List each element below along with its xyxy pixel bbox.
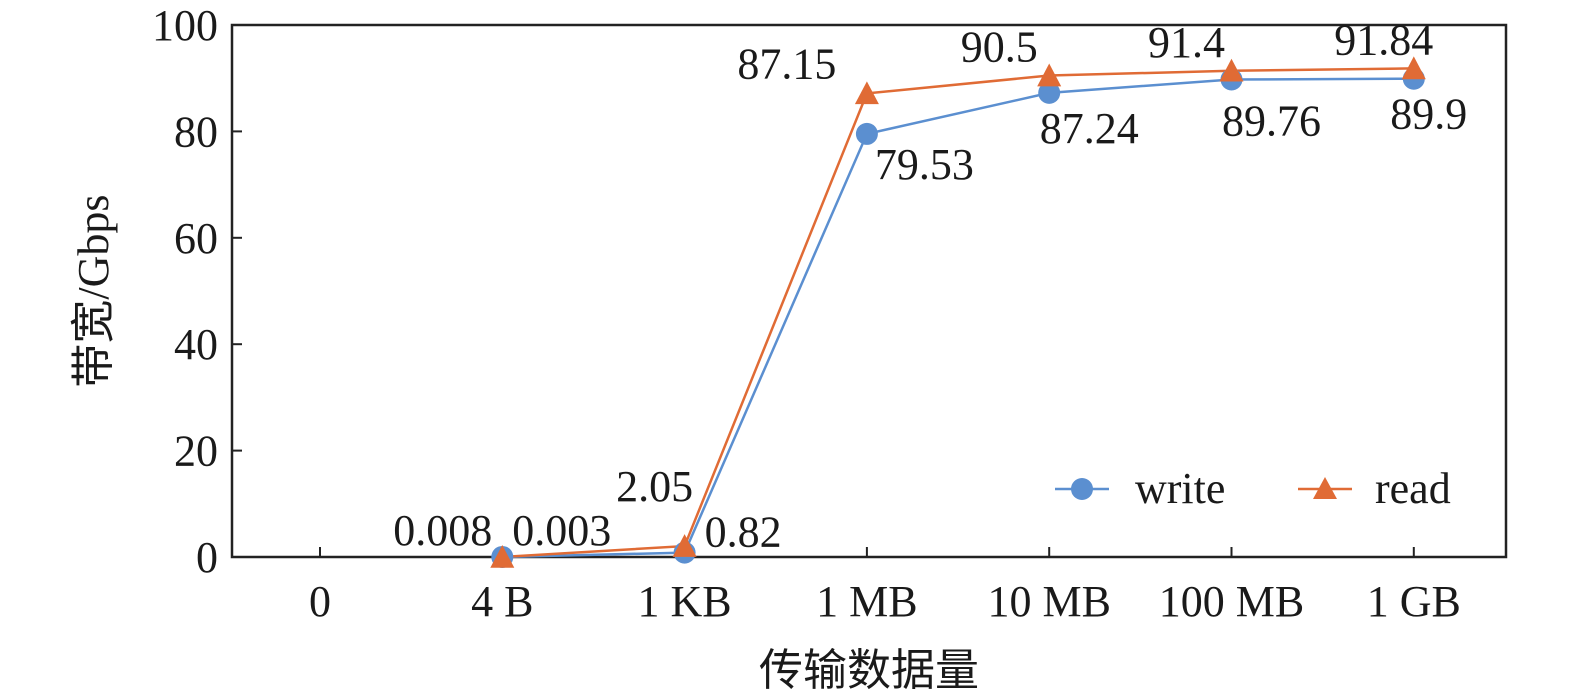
x-tick-label: 1 MB (816, 577, 917, 626)
legend-read-marker (1313, 477, 1337, 499)
read-data-label: 2.05 (616, 462, 693, 511)
write-data-label: 0.82 (705, 508, 782, 557)
y-tick-label: 60 (174, 214, 218, 263)
x-tick-label: 1 KB (638, 577, 732, 626)
read-point (1401, 56, 1426, 80)
legend-write-marker (1071, 478, 1093, 500)
write-data-label: 79.53 (875, 140, 974, 189)
legend-write-label: write (1135, 464, 1225, 513)
write-data-label: 87.24 (1040, 104, 1139, 153)
legend: write read (1055, 464, 1451, 513)
x-tick-label: 4 B (471, 577, 533, 626)
read-data-label: 0.003 (512, 506, 611, 555)
y-tick-label: 20 (174, 427, 218, 476)
read-point (854, 81, 879, 105)
read-data-label: 87.15 (737, 39, 836, 88)
axis-ticks: 0 4 B 1 KB 1 MB 10 MB 100 MB 1 GB 0 20 40 60 80 100 (152, 1, 1461, 626)
read-point (490, 544, 515, 568)
y-tick-label: 80 (174, 107, 218, 156)
write-point (1038, 81, 1061, 104)
write-point (855, 122, 878, 145)
write-data-label: 89.76 (1222, 96, 1321, 145)
series-lines (502, 67, 1414, 559)
write-data-label: 89.9 (1390, 90, 1467, 139)
read-data-label: 90.5 (961, 23, 1038, 72)
y-tick-label: 0 (196, 533, 218, 582)
read-point (1037, 63, 1062, 87)
plot-frame (230, 23, 1508, 559)
read-series-line (502, 67, 1414, 559)
read-point (1219, 58, 1244, 82)
x-tick-label: 1 GB (1367, 577, 1461, 626)
y-tick-label: 100 (152, 1, 218, 50)
read-data-label: 91.4 (1148, 18, 1225, 67)
write-data-label: 0.008 (393, 506, 492, 555)
series-markers (490, 56, 1426, 568)
x-tick-label: 10 MB (987, 577, 1110, 626)
x-axis-label: 传输数据量 (759, 646, 979, 695)
y-axis-label: 带宽/Gbps (69, 194, 118, 387)
x-tick-label: 0 (309, 577, 331, 626)
y-tick-label: 40 (174, 320, 218, 369)
x-tick-label: 100 MB (1159, 577, 1304, 626)
read-data-label: 91.84 (1334, 15, 1433, 64)
read-point (672, 534, 697, 557)
legend-read-label: read (1375, 464, 1451, 513)
write-series-line (502, 77, 1414, 559)
